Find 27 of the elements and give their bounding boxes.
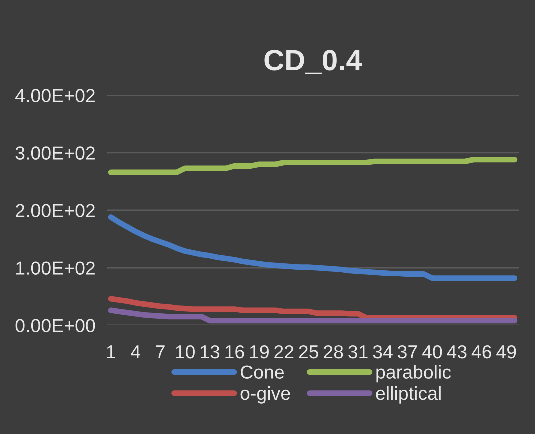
x-tick-label: 31	[348, 345, 368, 359]
x-tick-label: 25	[299, 345, 318, 359]
x-tick-label: 49	[496, 345, 516, 359]
y-tick-label: 4.00E+02	[16, 89, 95, 102]
x-tick-label: 22	[274, 345, 294, 359]
x-tick-label: 43	[447, 345, 467, 359]
x-tick-label: 10	[176, 345, 195, 359]
x-tick-label: 37	[398, 345, 418, 359]
legend-label: Cone	[240, 366, 284, 379]
chart-title: CD_0.4	[264, 50, 362, 74]
legend-label: o-give	[240, 386, 290, 404]
legend-label: parabolic	[376, 365, 452, 383]
x-tick-label: 4	[131, 346, 140, 359]
x-tick-label: 16	[226, 345, 244, 359]
x-tick-label: 13	[200, 345, 220, 359]
y-tick-label: 0.00E+00	[16, 319, 96, 332]
y-tick-label: 2.00E+02	[16, 204, 95, 218]
x-tick-label: 40	[422, 345, 442, 359]
legend-label: elliptical	[376, 386, 441, 404]
x-tick-label: 1	[107, 346, 116, 359]
x-tick-label: 46	[472, 345, 492, 359]
x-tick-label: 19	[250, 345, 269, 359]
x-tick-label: 34	[373, 345, 393, 359]
x-tick-label: 7	[156, 346, 165, 359]
y-tick-label: 3.00E+02	[16, 146, 95, 160]
x-tick-label: 28	[324, 345, 344, 359]
y-tick-label: 1.00E+02	[16, 262, 95, 275]
